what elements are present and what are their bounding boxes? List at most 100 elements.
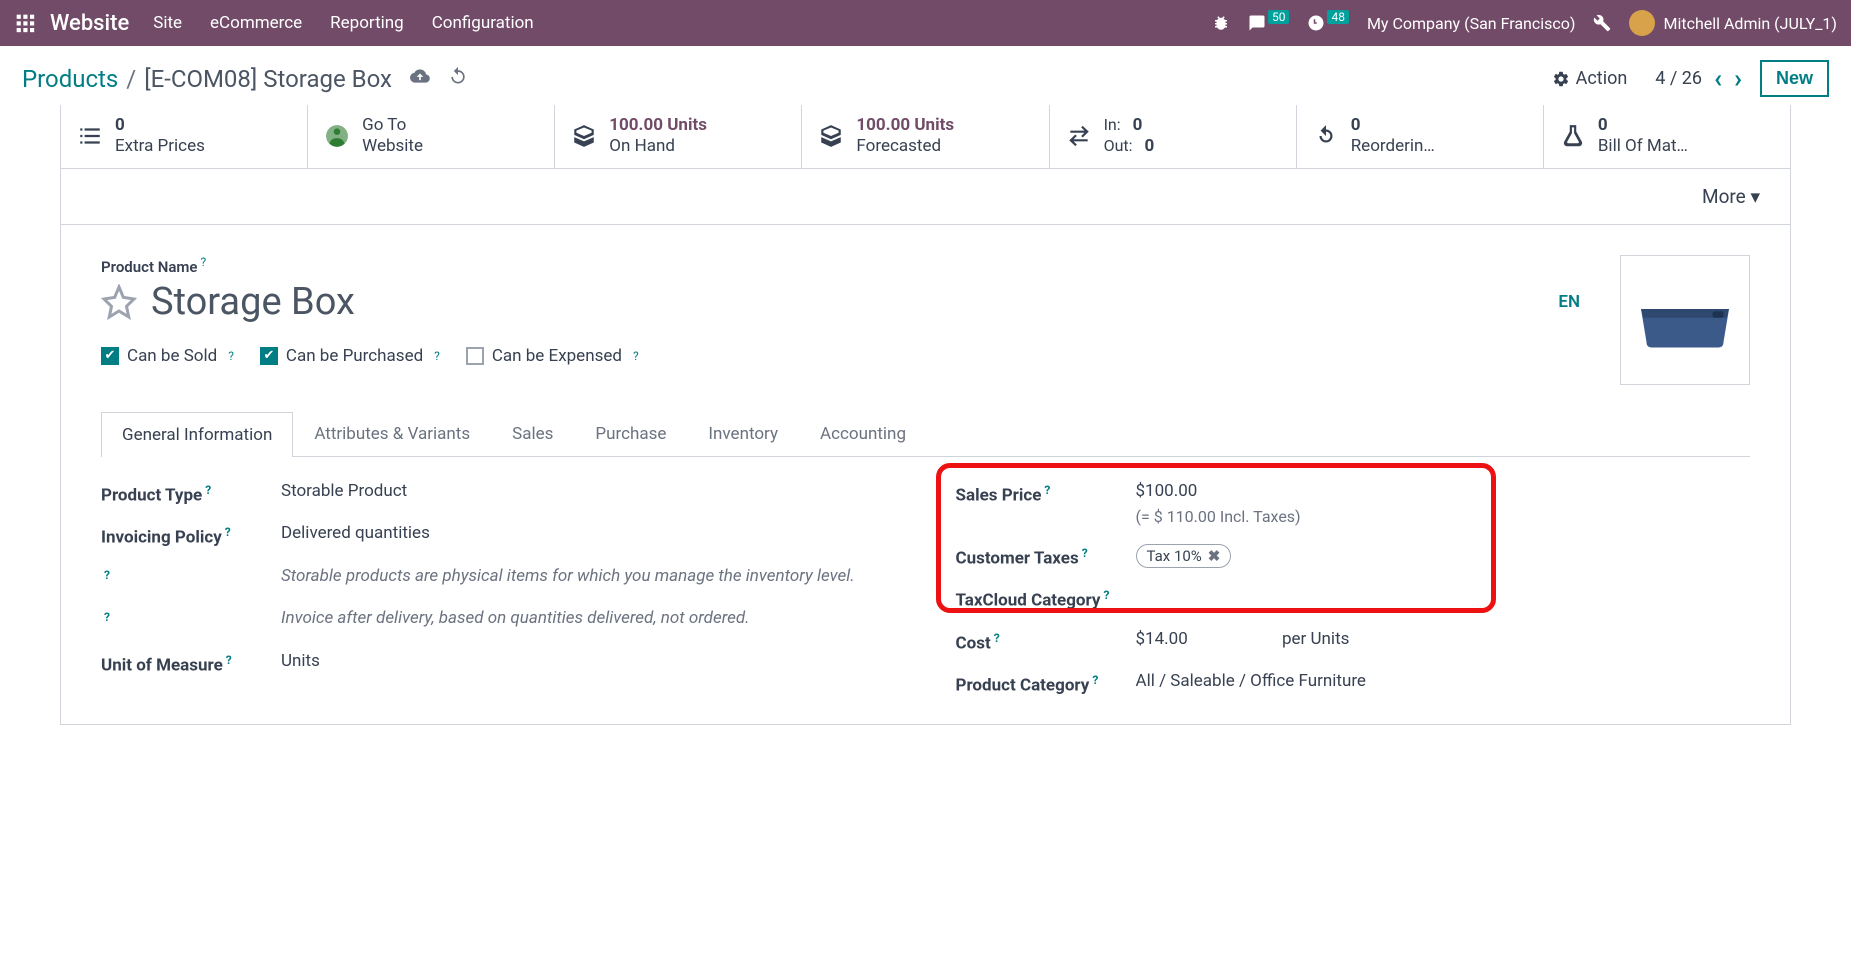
debug-icon[interactable] [1212, 14, 1230, 32]
customer-taxes-label: Customer Taxes [956, 548, 1079, 568]
help-text: Invoice after delivery, based on quantit… [281, 608, 896, 628]
stat-in-out[interactable]: In:0 Out:0 [1050, 105, 1297, 168]
apps-icon[interactable] [14, 12, 36, 34]
pager-prev[interactable]: ‹ [1714, 66, 1722, 92]
check-can-purchased[interactable]: ✔Can be Purchased? [260, 346, 440, 366]
help-icon[interactable]: ? [633, 349, 639, 363]
check-can-sold[interactable]: ✔Can be Sold? [101, 346, 234, 366]
product-title[interactable]: Storage Box [151, 280, 355, 324]
stat-website[interactable]: Go ToWebsite [308, 105, 555, 168]
breadcrumb-sep: / [126, 65, 136, 93]
breadcrumb-leaf: [E-COM08] Storage Box [144, 65, 392, 93]
stat-value: 0 [1598, 115, 1688, 136]
help-icon[interactable]: ? [104, 610, 110, 624]
invoicing-policy-label: Invoicing Policy [101, 528, 222, 548]
flask-icon [1558, 121, 1588, 151]
product-image[interactable] [1620, 255, 1750, 385]
in-label: In: [1104, 115, 1121, 136]
breadcrumb-root[interactable]: Products [22, 65, 118, 93]
sales-price-incl: (= $ 110.00 Incl. Taxes) [1136, 507, 1751, 526]
user-menu[interactable]: Mitchell Admin (JULY_1) [1629, 10, 1837, 36]
in-value: 0 [1133, 115, 1143, 136]
help-icon[interactable]: ? [205, 483, 211, 497]
activities-button[interactable]: 48 [1307, 14, 1349, 32]
sales-price-label: Sales Price [956, 485, 1042, 505]
category-value[interactable]: All / Saleable / Office Furniture [1136, 671, 1751, 691]
stat-onhand[interactable]: 100.00 UnitsOn Hand [555, 105, 802, 168]
lang-badge[interactable]: EN [1558, 292, 1580, 312]
help-icon[interactable]: ? [1082, 546, 1088, 560]
help-icon[interactable]: ? [994, 631, 1000, 645]
tax-tag[interactable]: Tax 10%✖ [1136, 544, 1232, 568]
form-sheet: 0Extra Prices Go ToWebsite 100.00 UnitsO… [60, 105, 1791, 725]
product-type-label: Product Type [101, 485, 202, 505]
nav-ecommerce[interactable]: eCommerce [210, 13, 302, 33]
globe-icon [322, 121, 352, 151]
tab-bar: General Information Attributes & Variant… [101, 411, 1750, 457]
product-name-label: Product Name [101, 258, 197, 276]
new-button[interactable]: New [1760, 60, 1829, 97]
stat-label: On Hand [609, 136, 707, 157]
cost-unit: per Units [1282, 629, 1349, 649]
help-icon[interactable]: ? [434, 349, 440, 363]
nav-site[interactable]: Site [153, 13, 182, 33]
out-label: Out: [1104, 136, 1133, 157]
help-icon[interactable]: ? [200, 255, 206, 269]
tab-sales[interactable]: Sales [491, 411, 574, 456]
tools-icon[interactable] [1593, 14, 1611, 32]
invoicing-policy-value[interactable]: Delivered quantities [281, 523, 896, 543]
help-icon[interactable]: ? [226, 653, 232, 667]
tab-accounting[interactable]: Accounting [799, 411, 927, 456]
tab-inventory[interactable]: Inventory [687, 411, 799, 456]
help-icon[interactable]: ? [225, 525, 231, 539]
uom-value[interactable]: Units [281, 651, 896, 671]
stat-bom[interactable]: 0Bill Of Mat… [1544, 105, 1790, 168]
stat-value: 100.00 Units [609, 115, 707, 136]
avatar [1629, 10, 1655, 36]
discard-icon[interactable] [448, 66, 468, 91]
user-name: Mitchell Admin (JULY_1) [1663, 14, 1837, 33]
right-column: Sales Price? $100.00 (= $ 110.00 Incl. T… [956, 481, 1751, 715]
tab-attributes[interactable]: Attributes & Variants [293, 411, 491, 456]
action-dropdown[interactable]: Action [1552, 68, 1628, 89]
stat-extra-prices[interactable]: 0Extra Prices [61, 105, 308, 168]
help-icon[interactable]: ? [228, 349, 234, 363]
tab-general[interactable]: General Information [101, 412, 293, 457]
control-row: Products / [E-COM08] Storage Box Action … [0, 46, 1851, 105]
customer-taxes-value[interactable]: Tax 10%✖ [1136, 544, 1751, 568]
tag-remove-icon[interactable]: ✖ [1208, 547, 1221, 565]
sales-price-value[interactable]: $100.00 (= $ 110.00 Incl. Taxes) [1136, 481, 1751, 526]
stat-reordering[interactable]: 0Reorderin… [1297, 105, 1544, 168]
more-dropdown[interactable]: More ▾ [1702, 185, 1760, 208]
stat-forecast[interactable]: 100.00 UnitsForecasted [802, 105, 1049, 168]
messages-button[interactable]: 50 [1248, 14, 1290, 32]
nav-configuration[interactable]: Configuration [432, 13, 534, 33]
favorite-star-icon[interactable] [101, 284, 137, 320]
help-icon[interactable]: ? [104, 568, 110, 582]
help-icon[interactable]: ? [1092, 673, 1098, 687]
pager-text[interactable]: 4 / 26 [1655, 68, 1702, 89]
product-type-value[interactable]: Storable Product [281, 481, 896, 501]
cost-value[interactable]: $14.00 per Units [1136, 629, 1751, 649]
more-bar: More ▾ [61, 169, 1790, 225]
boxes-icon [816, 121, 846, 151]
breadcrumb: Products / [E-COM08] Storage Box [22, 65, 468, 93]
transfer-icon [1064, 121, 1094, 151]
app-brand[interactable]: Website [50, 11, 129, 36]
checkbox-unchecked-icon [466, 347, 484, 365]
stat-label: Reorderin… [1351, 136, 1435, 157]
cloud-upload-icon[interactable] [410, 66, 430, 91]
company-switcher[interactable]: My Company (San Francisco) [1367, 14, 1576, 33]
stat-value: 100.00 Units [856, 115, 954, 136]
stat-line1: Go To [362, 115, 423, 136]
list-icon [75, 121, 105, 151]
uom-label: Unit of Measure [101, 656, 223, 676]
stat-label: Bill Of Mat… [1598, 136, 1688, 157]
help-icon[interactable]: ? [1044, 483, 1050, 497]
help-icon[interactable]: ? [1103, 588, 1109, 602]
tab-purchase[interactable]: Purchase [574, 411, 687, 456]
pager-next[interactable]: › [1734, 66, 1742, 92]
check-can-expensed[interactable]: Can be Expensed? [466, 346, 639, 366]
nav-reporting[interactable]: Reporting [330, 13, 404, 33]
action-label: Action [1576, 68, 1628, 89]
